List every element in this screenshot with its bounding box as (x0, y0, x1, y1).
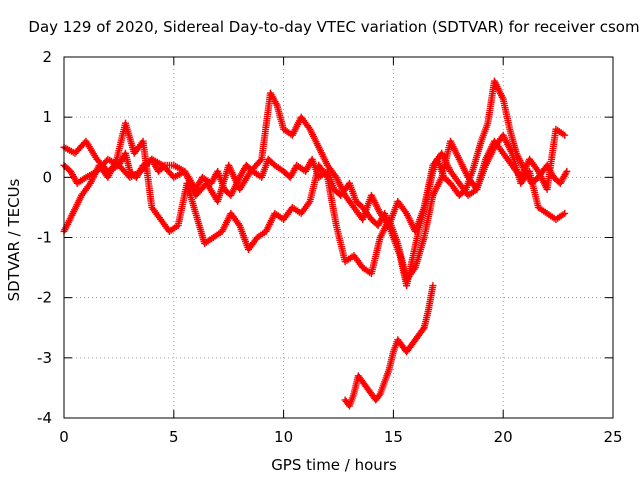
data-point (563, 167, 571, 175)
plot-frame (63, 56, 614, 419)
x-tick-label: 5 (169, 428, 179, 446)
y-axis-label: SDTVAR / TECUs (5, 178, 23, 301)
data-point (429, 282, 437, 290)
data-point (561, 131, 569, 139)
y-tick-label: -1 (37, 229, 52, 247)
x-tick-label: 25 (603, 428, 622, 446)
y-tick-labels: -4 -3 -2 -1 0 1 2 (37, 48, 52, 427)
x-axis-label: GPS time / hours (271, 456, 397, 474)
y-tick-label: 1 (42, 108, 52, 126)
data-point (419, 325, 427, 333)
data-point (561, 209, 569, 217)
data-point (375, 391, 383, 399)
chart-title: Day 129 of 2020, Sidereal Day-to-day VTE… (28, 18, 639, 36)
data-points (60, 77, 571, 410)
x-tick-label: 20 (494, 428, 513, 446)
series-track-c (60, 89, 569, 235)
y-tick-label: -4 (37, 409, 52, 427)
series-track-d (341, 282, 437, 410)
x-tick-label: 0 (59, 428, 69, 446)
x-tick-labels: 0 5 10 15 20 25 (59, 428, 622, 446)
y-tick-label: 2 (42, 48, 52, 66)
y-tick-label: 0 (42, 168, 52, 186)
x-tick-label: 15 (384, 428, 403, 446)
data-point (256, 157, 264, 165)
y-tick-label: -3 (37, 349, 52, 367)
y-tick-label: -2 (37, 289, 52, 307)
x-tick-label: 10 (274, 428, 293, 446)
